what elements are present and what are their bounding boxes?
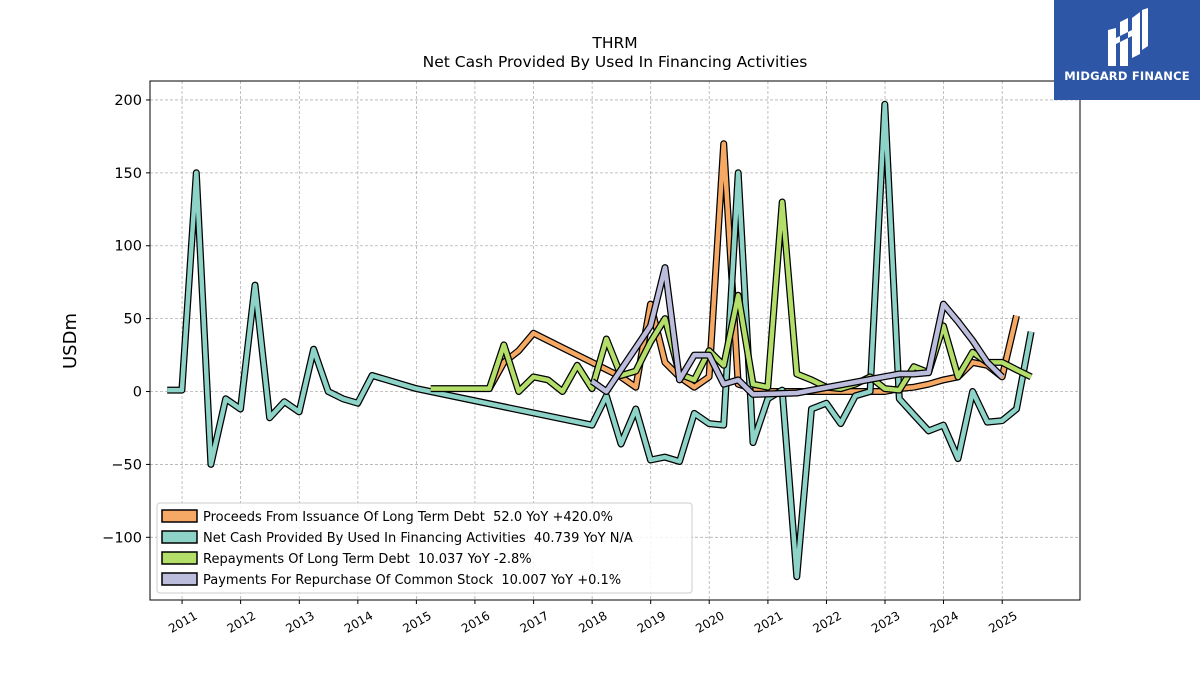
y-axis-label: USDm xyxy=(60,313,81,369)
x-tick-label: 2018 xyxy=(576,608,609,635)
legend-entry: Net Cash Provided By Used In Financing A… xyxy=(203,531,633,546)
x-tick-label: 2015 xyxy=(400,608,433,635)
legend-swatch xyxy=(161,572,198,586)
x-tick-label: 2024 xyxy=(928,608,961,635)
y-tick-label: 150 xyxy=(114,166,142,182)
legend-box xyxy=(156,502,693,594)
series-group xyxy=(167,100,1035,581)
x-tick-label: 2022 xyxy=(810,608,843,635)
x-tick-label: 2020 xyxy=(693,608,726,635)
x-tick-label: 2023 xyxy=(869,608,902,635)
series-1 xyxy=(167,100,1035,581)
x-tick-label: 2021 xyxy=(752,608,785,635)
legend-swatch xyxy=(161,551,198,565)
chart-subtitle: Net Cash Provided By Used In Financing A… xyxy=(423,53,808,71)
x-tick-label: 2011 xyxy=(166,608,199,635)
x-tick-label: 2016 xyxy=(459,608,492,635)
brand-name: MIDGARD FINANCE xyxy=(1064,69,1190,83)
y-tick-label: 0 xyxy=(133,385,142,401)
y-tick-label: 200 xyxy=(114,93,142,109)
x-axis: 2011 2012 2013 2014 2015 2016 2017 2018 2019 2020… xyxy=(166,600,1020,636)
legend-entry: Proceeds From Issuance Of Long Term Debt… xyxy=(203,510,613,525)
y-tick-label: 100 xyxy=(114,239,142,255)
series-line xyxy=(167,102,1034,579)
x-tick-label: 2013 xyxy=(283,608,316,635)
legend-swatch xyxy=(161,530,198,544)
x-tick-label: 2012 xyxy=(225,608,258,635)
legend-entry: Repayments Of Long Term Debt 10.037 YoY … xyxy=(203,552,532,567)
legend: Proceeds From Issuance Of Long Term Debt… xyxy=(156,502,693,594)
x-tick-label: 2017 xyxy=(518,608,551,635)
y-tick-label: −100 xyxy=(102,530,142,546)
brand-mark-icon xyxy=(1108,8,1148,66)
x-tick-label: 2019 xyxy=(635,608,668,635)
brand-logo: MIDGARD FINANCE xyxy=(1054,0,1200,100)
y-tick-label: 50 xyxy=(124,312,142,328)
chart-title: THRM xyxy=(591,34,637,52)
plot-frame xyxy=(149,80,1081,601)
legend-swatch xyxy=(161,509,198,523)
x-tick-label: 2014 xyxy=(342,608,375,635)
legend-entry: Payments For Repurchase Of Common Stock … xyxy=(203,573,621,588)
y-axis: 200 150 100 50 0 −50 −100 xyxy=(102,93,150,546)
series-line xyxy=(590,265,1004,397)
series-3 xyxy=(589,264,1005,398)
x-tick-label: 2025 xyxy=(986,608,1019,635)
y-tick-label: −50 xyxy=(111,457,142,473)
